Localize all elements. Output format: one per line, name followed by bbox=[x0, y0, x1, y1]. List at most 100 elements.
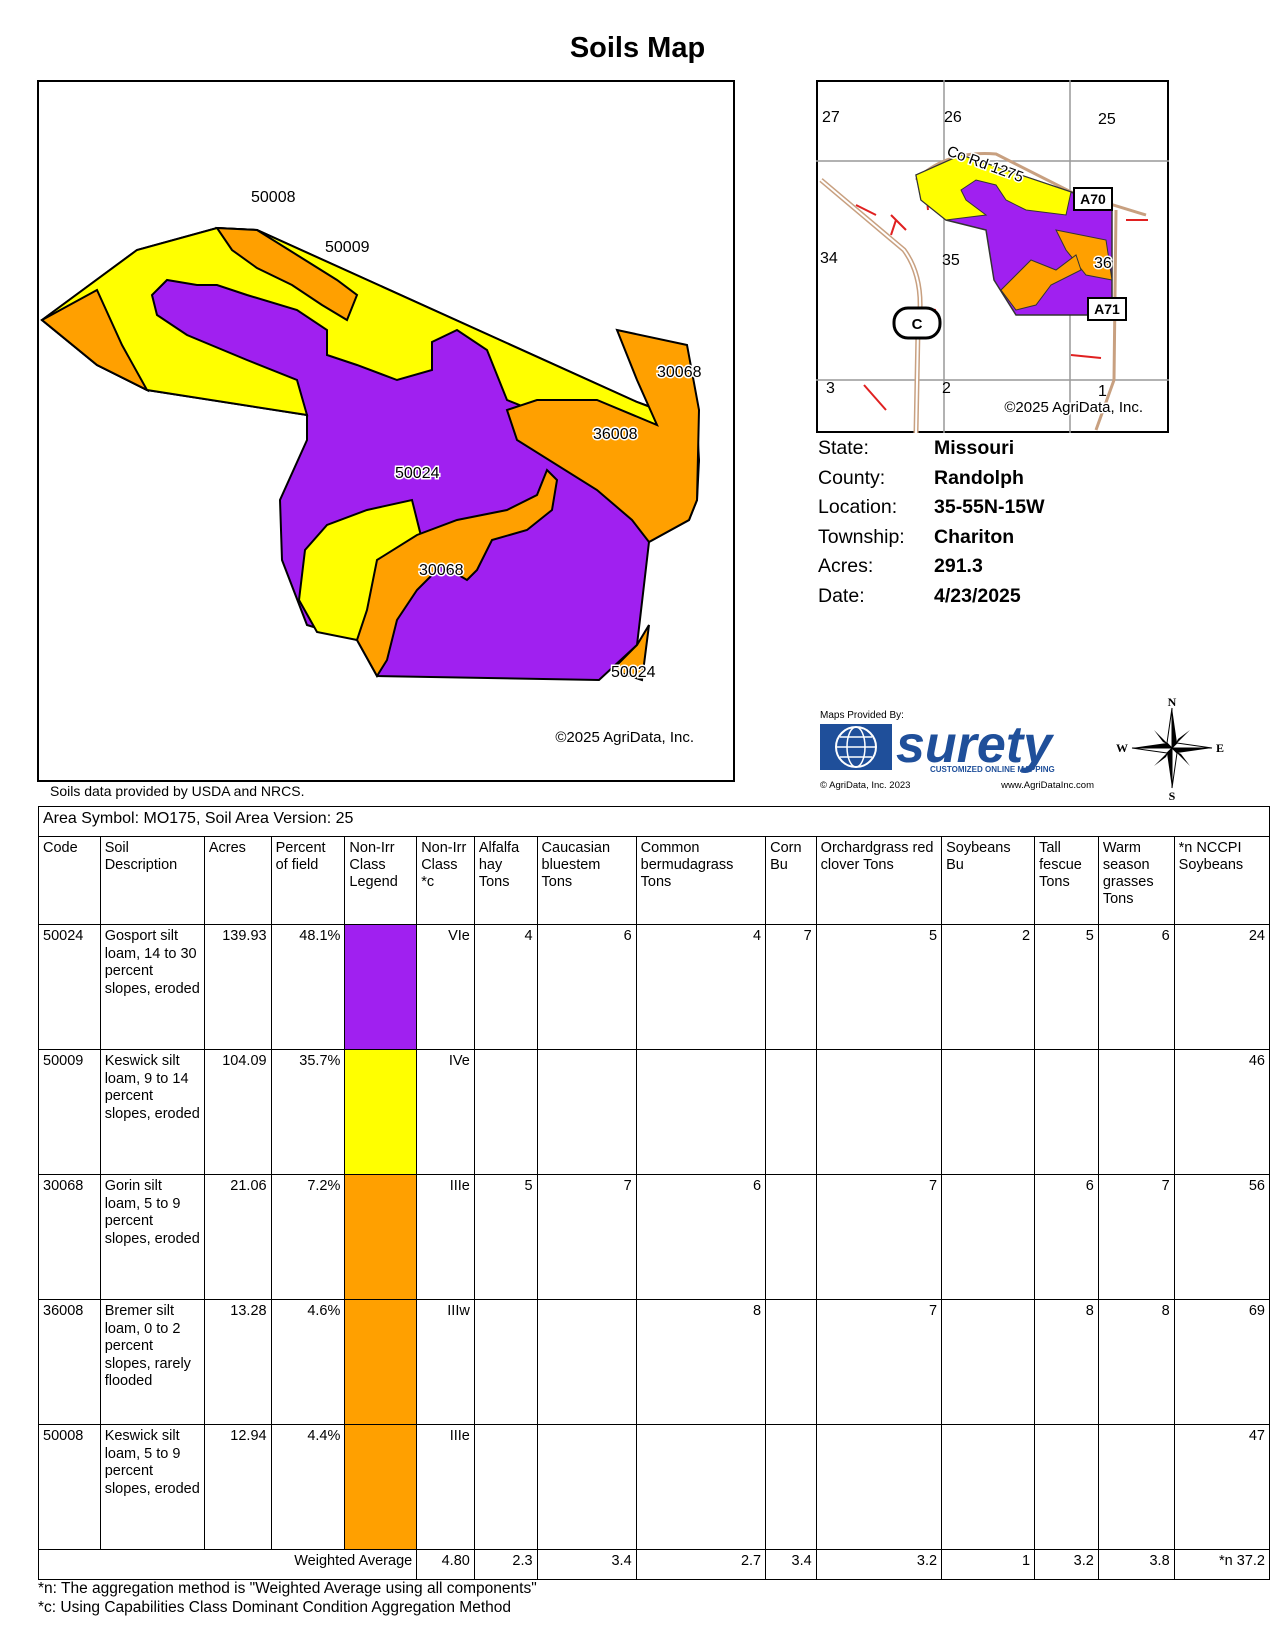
soil-polygon-50008[interactable] bbox=[215, 226, 359, 322]
soil-polygon-30068[interactable] bbox=[610, 624, 650, 682]
table-cell-warm bbox=[1097, 1049, 1175, 1175]
info-key: Location: bbox=[818, 496, 898, 518]
table-cell-cls: VIe bbox=[416, 924, 475, 1050]
column-header: Caucasian bluestem Tons bbox=[536, 836, 637, 925]
table-cell-soy: 2 bbox=[941, 924, 1036, 1050]
table-cell-code: 50009 bbox=[38, 1049, 101, 1175]
column-header: Warm season grasses Tons bbox=[1097, 836, 1175, 925]
map-copyright: ©2025 AgriData, Inc. bbox=[555, 729, 694, 746]
soils-table: Area Symbol: MO175, Soil Area Version: 2… bbox=[37, 806, 1271, 1580]
table-cell-cls: IIIe bbox=[416, 1174, 475, 1300]
map-label: 50024 bbox=[395, 465, 440, 482]
table-cell-corn bbox=[765, 1299, 817, 1425]
brand-tagline: CUSTOMIZED ONLINE MAPPING bbox=[930, 765, 1055, 774]
provided-by-text: Maps Provided By: bbox=[820, 710, 904, 721]
weighted-cell: 3.8 bbox=[1097, 1549, 1175, 1580]
area-symbol: Area Symbol: MO175, Soil Area Version: 2… bbox=[38, 806, 1270, 837]
table-cell-bermuda bbox=[635, 1049, 767, 1175]
table-cell-acres: 104.09 bbox=[203, 1049, 272, 1175]
info-row: Date: 4/23/2025 bbox=[818, 582, 1045, 612]
column-header: Alfalfa hay Tons bbox=[473, 836, 538, 925]
column-header: Non-Irr Class Legend bbox=[344, 836, 418, 925]
footnote: *n: The aggregation method is "Weighted … bbox=[38, 1580, 537, 1597]
table-cell-acres: 13.28 bbox=[203, 1299, 272, 1425]
table-cell-orchard: 5 bbox=[815, 924, 943, 1050]
table-cell-nccpi: 24 bbox=[1173, 924, 1271, 1050]
svg-text:A71: A71 bbox=[1094, 301, 1120, 317]
column-header: Soil Description bbox=[99, 836, 205, 925]
table-row: 50024 Gosport silt loam, 14 to 30 percent… bbox=[38, 924, 1271, 1050]
section-number: 2 bbox=[942, 380, 951, 397]
svg-text:E: E bbox=[1216, 741, 1224, 755]
soil-color-swatch bbox=[344, 1299, 418, 1425]
soil-polygon-30068[interactable] bbox=[355, 468, 559, 678]
table-cell-cls: IIIe bbox=[416, 1424, 475, 1550]
map-label: 30068 bbox=[419, 562, 464, 579]
weighted-cell: 3.2 bbox=[1034, 1549, 1099, 1580]
table-cell-desc: Keswick silt loam, 9 to 14 percent slope… bbox=[99, 1049, 205, 1175]
info-value: 4/23/2025 bbox=[934, 584, 1021, 607]
soil-color-swatch bbox=[344, 924, 418, 1050]
table-cell-acres: 21.06 bbox=[203, 1174, 272, 1300]
svg-text:C: C bbox=[912, 316, 923, 333]
column-header: Soybeans Bu bbox=[941, 836, 1036, 925]
section-number: 27 bbox=[822, 109, 840, 126]
info-key: Acres: bbox=[818, 555, 874, 577]
soil-polygon-50009[interactable] bbox=[40, 288, 150, 393]
source-note: Soils data provided by USDA and NRCS. bbox=[50, 783, 305, 799]
table-cell-orchard bbox=[815, 1424, 943, 1550]
info-value: 35-55N-15W bbox=[934, 496, 1045, 518]
table-cell-corn bbox=[765, 1049, 817, 1175]
weighted-average-label: Weighted Average bbox=[37, 1549, 418, 1580]
map-label: 50024 bbox=[611, 664, 656, 681]
surety-logo: Maps Provided By: surety CUSTOMIZED ONLI… bbox=[820, 710, 1094, 791]
weighted-cell: 2.7 bbox=[635, 1549, 767, 1580]
table-cell-pct: 48.1% bbox=[270, 924, 346, 1050]
column-header: Tall fescue Tons bbox=[1034, 836, 1099, 925]
footnotes: *n: The aggregation method is "Weighted … bbox=[38, 1580, 537, 1617]
table-cell-fescue bbox=[1034, 1049, 1099, 1175]
table-cell-alfalfa: 4 bbox=[473, 924, 538, 1050]
shield-a70: A70 bbox=[1073, 187, 1113, 211]
column-header: Orchardgrass red clover Tons bbox=[815, 836, 943, 925]
location-map[interactable]: 27 26 25 34 35 36 3 2 1 Co Rd 1275 A70 A… bbox=[816, 80, 1169, 433]
table-cell-soy bbox=[941, 1299, 1036, 1425]
weighted-cell: 1 bbox=[941, 1549, 1036, 1580]
table-row: 50008 Keswick silt loam, 5 to 9 percent s… bbox=[38, 1424, 1271, 1550]
table-cell-orchard bbox=[815, 1049, 943, 1175]
table-cell-acres: 139.93 bbox=[203, 924, 272, 1050]
map-label: 36008 bbox=[593, 426, 638, 443]
table-cell-alfalfa bbox=[473, 1299, 538, 1425]
section-number: 1 bbox=[1098, 383, 1107, 400]
table-cell-code: 50008 bbox=[38, 1424, 101, 1550]
section-number: 26 bbox=[944, 109, 962, 126]
table-cell-desc: Gorin silt loam, 5 to 9 percent slopes, … bbox=[99, 1174, 205, 1300]
weighted-average-row: Weighted Average 4.80 2.3 3.4 2.7 3.4 3.… bbox=[37, 1549, 1271, 1580]
soil-polygon-36008[interactable] bbox=[505, 328, 701, 544]
table-cell-desc: Keswick silt loam, 5 to 9 percent slopes… bbox=[99, 1424, 205, 1550]
table-cell-nccpi: 56 bbox=[1173, 1174, 1271, 1300]
section-number: 35 bbox=[942, 252, 960, 269]
column-header: Code bbox=[38, 836, 101, 925]
table-row: 50009 Keswick silt loam, 9 to 14 percent … bbox=[38, 1049, 1271, 1175]
table-cell-bermuda: 8 bbox=[635, 1299, 767, 1425]
shield-c: C bbox=[892, 306, 942, 340]
soils-map[interactable]: 50008 50009 50024 36008 30068 30068 5002… bbox=[37, 80, 735, 782]
table-cell-corn bbox=[765, 1174, 817, 1300]
table-cell-caucasian bbox=[536, 1049, 637, 1175]
section-number: 34 bbox=[820, 250, 838, 267]
table-cell-soy bbox=[941, 1174, 1036, 1300]
table-cell-fescue: 6 bbox=[1034, 1174, 1099, 1300]
table-cell-code: 30068 bbox=[38, 1174, 101, 1300]
page-title: Soils Map bbox=[569, 32, 706, 64]
table-cell-cls: IVe bbox=[416, 1049, 475, 1175]
table-cell-orchard: 7 bbox=[815, 1299, 943, 1425]
table-cell-desc: Gosport silt loam, 14 to 30 percent slop… bbox=[99, 924, 205, 1050]
table-cell-pct: 4.4% bbox=[270, 1424, 346, 1550]
table-cell-caucasian: 7 bbox=[536, 1174, 637, 1300]
info-row: Acres: 291.3 bbox=[818, 552, 1045, 582]
table-cell-fescue: 5 bbox=[1034, 924, 1099, 1050]
weighted-cell: 2.3 bbox=[473, 1549, 538, 1580]
table-cell-bermuda: 4 bbox=[635, 924, 767, 1050]
table-cell-nccpi: 46 bbox=[1173, 1049, 1271, 1175]
